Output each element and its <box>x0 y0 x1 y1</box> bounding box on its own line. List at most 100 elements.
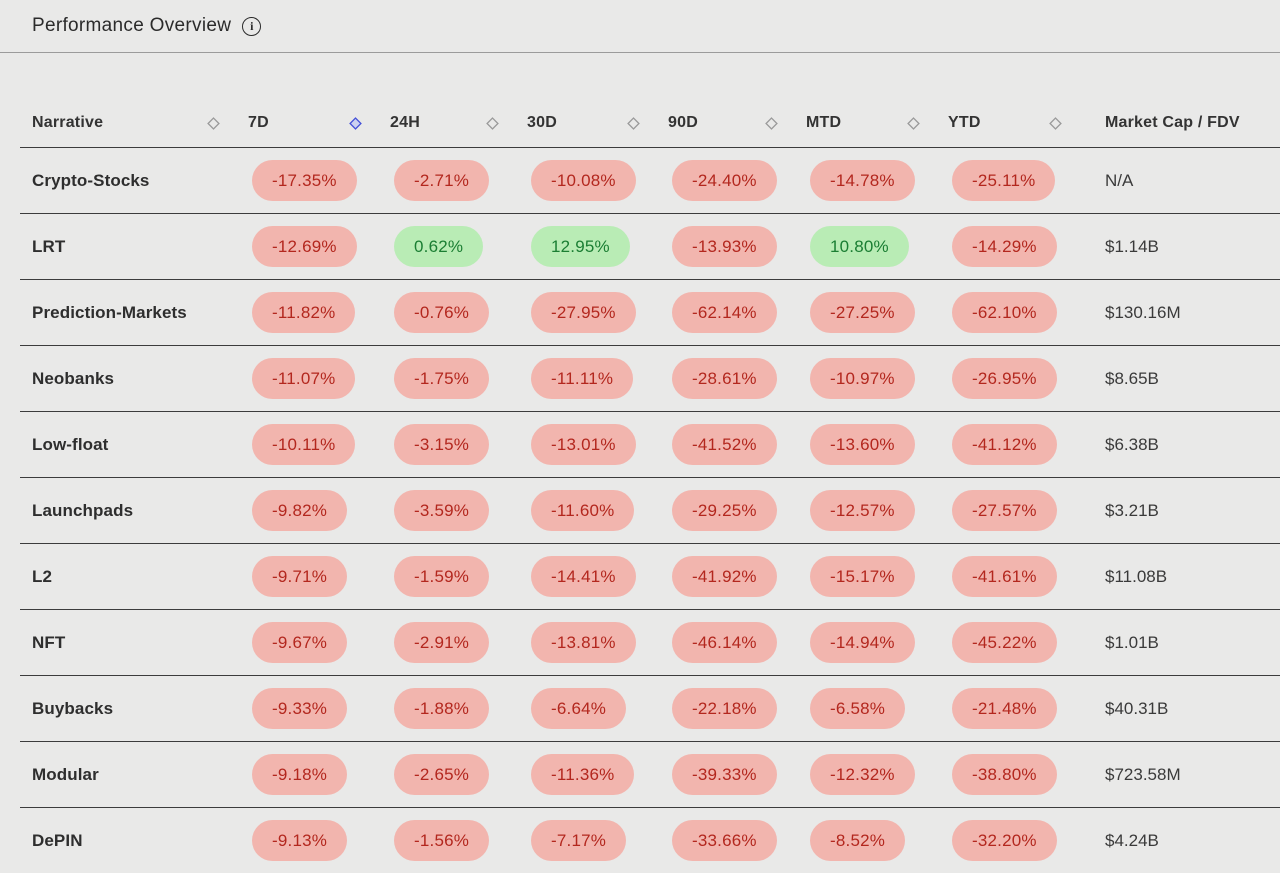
column-label: MTD <box>806 114 842 131</box>
sort-icon[interactable] <box>1049 116 1062 130</box>
table-row[interactable]: DePIN -9.13% -1.56% -7.17% -33.66% -8.52… <box>20 808 1280 873</box>
market-cap-value: $723.58M <box>1105 764 1181 784</box>
performance-pill: -17.35% <box>252 159 357 202</box>
cell-90d: -28.61% <box>668 357 806 400</box>
column-header-ytd[interactable]: YTD <box>948 114 1090 132</box>
performance-pill: -41.52% <box>672 423 777 466</box>
market-cap-value: $130.16M <box>1105 302 1181 322</box>
cell-90d: -41.52% <box>668 423 806 466</box>
cell-30d: -27.95% <box>527 291 668 334</box>
cell-90d: -62.14% <box>668 291 806 334</box>
market-cap-value: N/A <box>1105 170 1134 190</box>
column-header-90d[interactable]: 90D <box>668 114 806 132</box>
cell-30d: -13.81% <box>527 621 668 664</box>
cell-mtd: -15.17% <box>806 555 948 598</box>
performance-pill: -38.80% <box>952 753 1057 796</box>
cell-24h: -1.75% <box>390 357 527 400</box>
table-row[interactable]: LRT -12.69% 0.62% 12.95% -13.93% 10.80% … <box>20 214 1280 280</box>
market-cap-value: $11.08B <box>1105 566 1168 586</box>
performance-pill: -14.78% <box>810 159 915 202</box>
performance-pill: -27.57% <box>952 489 1057 532</box>
cell-24h: -3.15% <box>390 423 527 466</box>
performance-pill: -8.52% <box>810 819 906 862</box>
table-row[interactable]: Launchpads -9.82% -3.59% -11.60% -29.25%… <box>20 478 1280 544</box>
sort-icon[interactable] <box>207 116 220 130</box>
cell-7d: -17.35% <box>248 159 390 202</box>
performance-pill: -2.65% <box>394 753 490 796</box>
performance-pill: -26.95% <box>952 357 1057 400</box>
sort-icon[interactable] <box>349 116 362 130</box>
table-row[interactable]: Neobanks -11.07% -1.75% -11.11% -28.61% … <box>20 346 1280 412</box>
sort-icon[interactable] <box>907 116 920 130</box>
cell-24h: 0.62% <box>390 225 527 268</box>
cell-30d: -11.36% <box>527 753 668 796</box>
column-label: Market Cap / FDV <box>1105 114 1240 131</box>
performance-pill: -1.75% <box>394 357 490 400</box>
sort-icon[interactable] <box>486 116 499 130</box>
performance-pill: -6.64% <box>531 687 627 730</box>
table-row[interactable]: Low-float -10.11% -3.15% -13.01% -41.52%… <box>20 412 1280 478</box>
performance-pill: -7.17% <box>531 819 627 862</box>
performance-pill: -41.61% <box>952 555 1057 598</box>
performance-pill: -11.60% <box>531 489 635 532</box>
performance-pill: 0.62% <box>394 225 484 268</box>
table-row[interactable]: Modular -9.18% -2.65% -11.36% -39.33% -1… <box>20 742 1280 808</box>
performance-pill: -9.13% <box>252 819 348 862</box>
cell-mtd: -10.97% <box>806 357 948 400</box>
performance-pill: -10.08% <box>531 159 636 202</box>
performance-pill: -11.11% <box>531 357 634 400</box>
cell-ytd: -26.95% <box>948 357 1090 400</box>
performance-pill: 10.80% <box>810 225 909 268</box>
table-row[interactable]: Prediction-Markets -11.82% -0.76% -27.95… <box>20 280 1280 346</box>
table-row[interactable]: NFT -9.67% -2.91% -13.81% -46.14% -14.94… <box>20 610 1280 676</box>
sort-icon[interactable] <box>765 116 778 130</box>
cell-7d: -10.11% <box>248 423 390 466</box>
narrative-name: DePIN <box>32 830 83 850</box>
performance-table: Narrative 7D 24H 30D 90D MTD YTD Market <box>20 53 1280 873</box>
table-row[interactable]: L2 -9.71% -1.59% -14.41% -41.92% -15.17%… <box>20 544 1280 610</box>
performance-pill: -29.25% <box>672 489 777 532</box>
table-row[interactable]: Buybacks -9.33% -1.88% -6.64% -22.18% -6… <box>20 676 1280 742</box>
column-header-mtd[interactable]: MTD <box>806 114 948 132</box>
table-header-row: Narrative 7D 24H 30D 90D MTD YTD Market <box>20 53 1280 148</box>
column-label: Narrative <box>32 114 104 131</box>
table-row[interactable]: Crypto-Stocks -17.35% -2.71% -10.08% -24… <box>20 148 1280 214</box>
cell-mtd: -12.57% <box>806 489 948 532</box>
performance-pill: -13.81% <box>531 621 636 664</box>
page-header: Performance Overview i <box>0 0 1280 53</box>
column-header-7d[interactable]: 7D <box>248 114 390 132</box>
performance-pill: -13.60% <box>810 423 915 466</box>
cell-ytd: -27.57% <box>948 489 1090 532</box>
cell-7d: -9.13% <box>248 819 390 862</box>
column-header-24h[interactable]: 24H <box>390 114 527 132</box>
performance-pill: -22.18% <box>672 687 777 730</box>
info-icon[interactable]: i <box>242 16 262 36</box>
cell-24h: -0.76% <box>390 291 527 334</box>
performance-pill: -3.59% <box>394 489 490 532</box>
cell-7d: -11.82% <box>248 291 390 334</box>
cell-7d: -9.82% <box>248 489 390 532</box>
column-header-narrative[interactable]: Narrative <box>20 114 248 132</box>
performance-pill: -9.67% <box>252 621 348 664</box>
column-label: 30D <box>527 114 557 131</box>
narrative-name: LRT <box>32 236 66 256</box>
cell-30d: -6.64% <box>527 687 668 730</box>
narrative-name: Modular <box>32 764 99 784</box>
performance-pill: -11.07% <box>252 357 356 400</box>
column-header-30d[interactable]: 30D <box>527 114 668 132</box>
cell-7d: -9.71% <box>248 555 390 598</box>
performance-pill: -14.29% <box>952 225 1057 268</box>
column-header-market-cap: Market Cap / FDV <box>1090 114 1280 132</box>
sort-icon[interactable] <box>627 116 640 130</box>
cell-90d: -41.92% <box>668 555 806 598</box>
cell-ytd: -62.10% <box>948 291 1090 334</box>
cell-mtd: -6.58% <box>806 687 948 730</box>
cell-7d: -12.69% <box>248 225 390 268</box>
cell-mtd: -8.52% <box>806 819 948 862</box>
table-body: Crypto-Stocks -17.35% -2.71% -10.08% -24… <box>20 148 1280 873</box>
column-label: 24H <box>390 114 420 131</box>
cell-ytd: -32.20% <box>948 819 1090 862</box>
performance-pill: -6.58% <box>810 687 906 730</box>
cell-30d: -11.11% <box>527 357 668 400</box>
performance-pill: -45.22% <box>952 621 1057 664</box>
